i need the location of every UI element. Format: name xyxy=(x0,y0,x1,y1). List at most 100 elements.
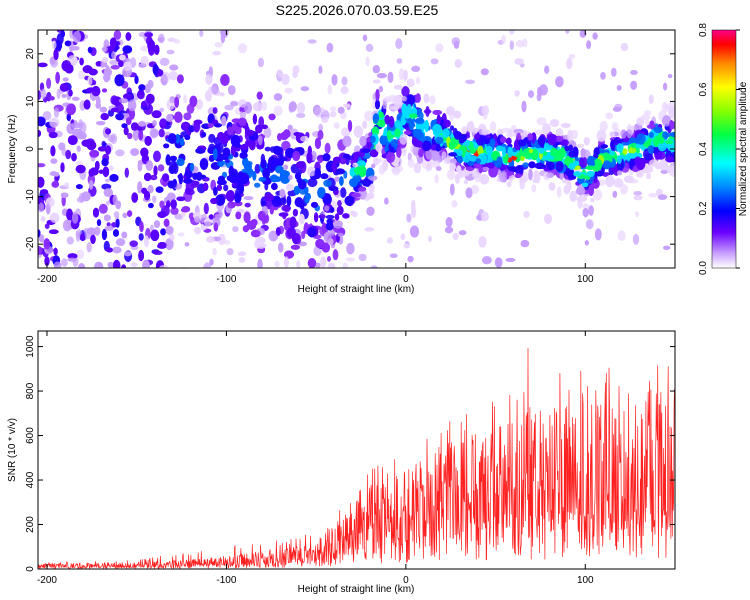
heatmap-cell xyxy=(411,199,416,212)
heatmap-cell xyxy=(317,129,324,140)
heatmap-cell xyxy=(40,216,46,222)
heatmap-cell xyxy=(107,261,114,268)
heatmap-cell xyxy=(123,61,132,71)
heatmap-cell xyxy=(205,74,213,85)
heatmap-cell xyxy=(125,58,131,63)
heatmap-cell xyxy=(307,39,317,44)
heatmap-cell xyxy=(277,70,284,78)
heatmap-cell xyxy=(477,145,484,156)
heatmap-cell xyxy=(150,229,160,241)
heatmap-cell xyxy=(393,95,403,104)
heatmap-cell xyxy=(195,148,206,154)
heatmap-cell xyxy=(174,111,183,123)
heatmap-cell xyxy=(140,147,149,157)
heatmap-cell xyxy=(212,107,218,114)
heatmap-cell xyxy=(257,244,265,250)
heatmap-cell xyxy=(436,114,441,126)
heatmap-cell xyxy=(584,240,589,246)
heatmap-cell xyxy=(152,64,159,76)
heatmap-cell xyxy=(295,161,306,169)
colorbar-ticks: 0.0 0.2 0.4 0.6 0.8 xyxy=(698,23,740,275)
heatmap-cell xyxy=(616,143,624,152)
heatmap-cell xyxy=(145,160,153,171)
heatmap-cell xyxy=(295,200,305,208)
y-tick-label: 20 xyxy=(25,48,36,60)
heatmap-cell xyxy=(310,296,317,304)
heatmap-cell xyxy=(199,158,209,170)
heatmap-cell xyxy=(422,140,432,152)
heatmap-cell xyxy=(669,119,674,130)
heatmap-cell xyxy=(600,72,606,80)
heatmap-cell xyxy=(183,178,193,184)
heatmap-cell xyxy=(293,132,301,137)
heatmap-cell xyxy=(257,210,266,221)
heatmap-cell xyxy=(403,69,408,82)
heatmap-cell xyxy=(321,222,327,234)
heatmap-cell xyxy=(250,229,261,238)
heatmap-cell xyxy=(408,113,418,119)
heatmap-cell xyxy=(594,228,602,241)
heatmap-cell xyxy=(155,186,164,193)
heatmap-cell xyxy=(339,176,344,186)
heatmap-cell xyxy=(384,197,389,205)
heatmap-cell xyxy=(432,123,442,135)
heatmap-cell xyxy=(67,135,78,146)
heatmap-cell xyxy=(76,249,85,259)
heatmap-cell xyxy=(515,39,525,48)
heatmap-cell xyxy=(620,129,627,139)
heatmap-cell xyxy=(585,165,596,170)
heatmap-cell xyxy=(201,132,207,138)
heatmap-cell xyxy=(98,169,105,174)
x-tick-label: -200 xyxy=(37,575,57,586)
heatmap-cell xyxy=(478,165,483,174)
heatmap-cell xyxy=(499,136,507,144)
heatmap-cell xyxy=(368,183,375,194)
heatmap-cell xyxy=(412,128,421,138)
heatmap-cell xyxy=(342,135,352,147)
heatmap-cell xyxy=(318,123,324,132)
heatmap-cell xyxy=(38,202,45,213)
heatmap-cell xyxy=(277,266,280,268)
heatmap-cell xyxy=(38,130,41,137)
heatmap-cell xyxy=(594,159,603,171)
heatmap-cell xyxy=(354,166,363,175)
colorbar-tick-label: 0.0 xyxy=(698,261,709,275)
heatmap-cell xyxy=(264,302,269,310)
heatmap-cell xyxy=(275,227,281,236)
heatmap-cell xyxy=(340,86,349,94)
heatmap-cell xyxy=(435,43,444,53)
heatmap-cell xyxy=(582,208,589,218)
heatmap-cell xyxy=(443,119,451,128)
heatmap-cell xyxy=(45,203,51,215)
heatmap-cell xyxy=(536,117,547,126)
heatmap-cell xyxy=(264,146,271,152)
snr-y-label: SNR (10 * v/v) xyxy=(7,418,18,482)
heatmap-cell xyxy=(332,249,339,261)
heatmap-cell xyxy=(281,204,292,212)
heatmap-cell xyxy=(407,158,415,168)
heatmap-cell xyxy=(507,166,517,172)
heatmap-cell xyxy=(489,121,497,132)
heatmap-cell xyxy=(88,168,94,177)
heatmap-cell xyxy=(174,96,180,108)
heatmap-cell xyxy=(313,104,321,116)
heatmap-cell xyxy=(189,162,195,172)
heatmap-cell xyxy=(389,253,398,258)
heatmap-cell xyxy=(160,228,167,236)
heatmap-cell xyxy=(76,184,83,190)
heatmap-cell xyxy=(599,120,608,133)
heatmap-cell xyxy=(463,140,470,147)
heatmap-cell xyxy=(326,218,334,224)
heatmap-cell xyxy=(144,235,149,248)
heatmap-cell xyxy=(337,106,345,114)
heatmap-cell xyxy=(153,150,161,162)
x-tick-label: 0 xyxy=(403,575,409,586)
heatmap-cell xyxy=(268,113,276,121)
heatmap-cell xyxy=(400,115,405,124)
heatmap-cell xyxy=(281,280,288,289)
heatmap-cell xyxy=(102,88,107,93)
heatmap-cell xyxy=(268,230,279,242)
heatmap-cell xyxy=(256,91,263,100)
heatmap-cell xyxy=(636,117,645,126)
